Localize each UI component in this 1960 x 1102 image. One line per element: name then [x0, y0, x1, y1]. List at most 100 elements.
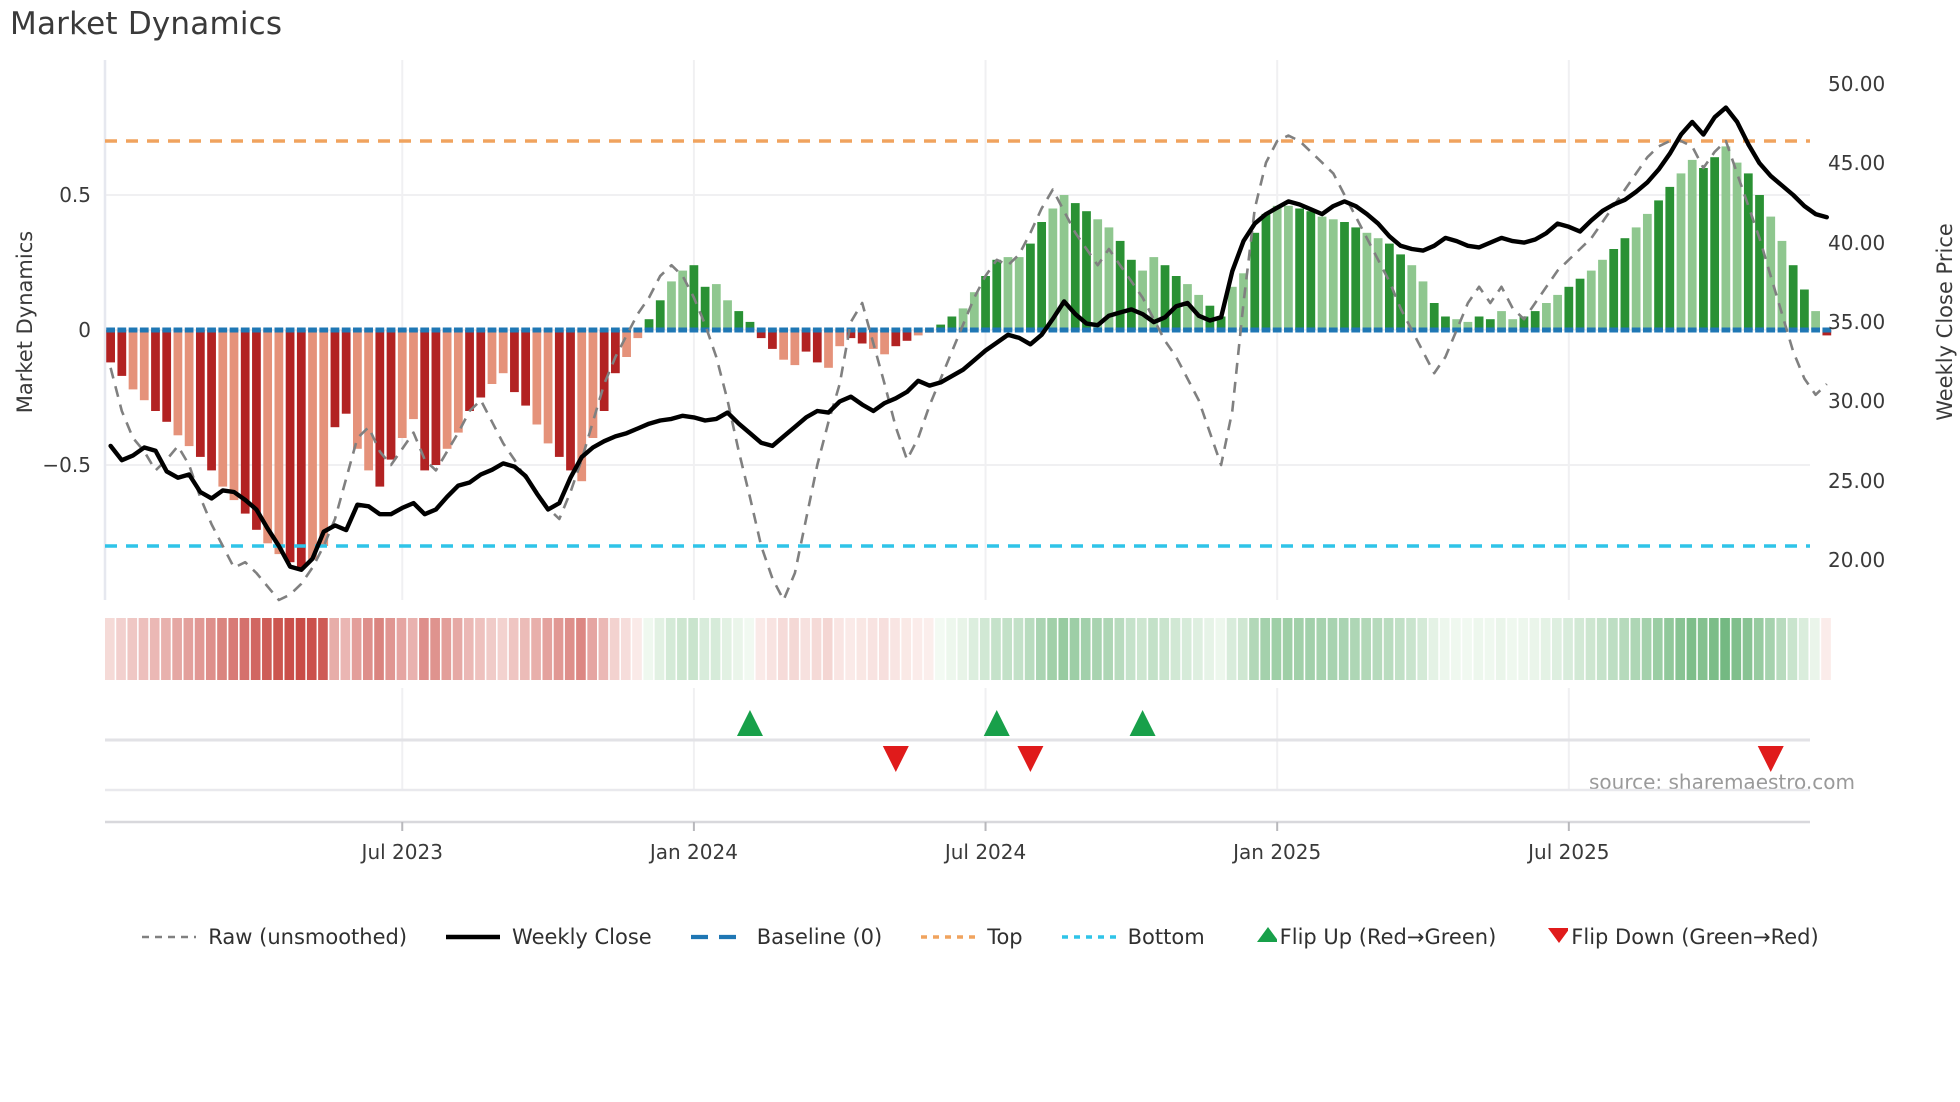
heatmap-cell [1462, 618, 1472, 680]
legend-item[interactable]: Weekly Close [445, 925, 652, 949]
chart-bar [173, 330, 183, 436]
heatmap-cell [161, 618, 171, 680]
x-axis-tick-label: Jan 2024 [649, 840, 738, 864]
chart-bar [723, 300, 732, 330]
heatmap-cell [542, 618, 553, 680]
heatmap-cell [419, 618, 429, 680]
legend-item[interactable]: Bottom [1061, 925, 1205, 949]
heatmap-cell [1518, 618, 1529, 680]
heatmap-cell [194, 618, 205, 680]
chart-bar [1676, 173, 1686, 330]
chart-bar [1317, 216, 1327, 330]
flip-down-marker[interactable] [1017, 746, 1044, 772]
heatmap-cell [1193, 618, 1203, 680]
heatmap-cell [912, 618, 923, 680]
flip-up-marker[interactable] [983, 710, 1010, 736]
heatmap-cell [116, 618, 126, 680]
heatmap-cell [1024, 618, 1035, 680]
chart-bar [195, 330, 205, 457]
chart-bar [1239, 273, 1248, 330]
legend-item[interactable]: Baseline (0) [690, 925, 882, 949]
heatmap-cell [1136, 618, 1147, 680]
chart-bar [442, 330, 452, 449]
legend-item[interactable]: Top [920, 925, 1023, 949]
heatmap-cell [1686, 618, 1697, 680]
chart-bar [476, 330, 486, 398]
chart-bar [1418, 281, 1428, 330]
heatmap-cell [531, 618, 541, 680]
y-axis-right-tick-label: 30.00 [1828, 389, 1886, 414]
chart-bar [1183, 284, 1192, 330]
heatmap-cell [1731, 618, 1742, 680]
heatmap-cell [946, 618, 956, 680]
chart-bar [644, 319, 654, 330]
heatmap-cell [1563, 618, 1573, 680]
heatmap-cell [1484, 618, 1495, 680]
chart-bar [1665, 186, 1675, 330]
legend-item[interactable]: Raw (unsmoothed) [141, 925, 407, 949]
heatmap-cell [1103, 618, 1113, 680]
chart-bar [1497, 311, 1506, 330]
heatmap-cell [1619, 618, 1629, 680]
legend-icon-dashed-thick [690, 928, 746, 946]
flip-up-marker[interactable] [736, 710, 763, 736]
heatmap-cell [1574, 618, 1585, 680]
chart-bar [1699, 168, 1708, 330]
chart-bar [1777, 240, 1787, 330]
legend-item-label: Flip Up (Red→Green) [1279, 925, 1497, 949]
heatmap-cell [1675, 618, 1686, 680]
chart-bar [1822, 330, 1832, 336]
chart-bar [667, 281, 676, 330]
heatmap-cell [800, 618, 811, 680]
bar-series [106, 146, 1832, 568]
chart-bar [106, 330, 115, 363]
heatmap-cell [721, 618, 732, 680]
heatmap-cell [385, 618, 396, 680]
heatmap-cell [778, 618, 788, 680]
chart-bar [1048, 208, 1058, 330]
legend-swatch-triangle-up [1256, 927, 1279, 942]
chart-bar [1609, 249, 1619, 330]
chart-bar [1800, 289, 1809, 330]
chart-bar [678, 270, 688, 330]
chart-bar [375, 330, 385, 487]
chart-bar [846, 330, 856, 339]
legend-item[interactable]: Flip Down (Green→Red) [1534, 925, 1819, 949]
heatmap-cell [1058, 618, 1069, 680]
heatmap-cell [172, 618, 182, 680]
chart-bar [835, 330, 845, 347]
heatmap-cell [867, 618, 878, 680]
heatmap-cell [228, 618, 239, 680]
heatmap-cell [1753, 618, 1764, 680]
flip-up-marker[interactable] [1129, 710, 1156, 736]
chart-bar [386, 330, 396, 460]
heatmap-cell [250, 618, 261, 680]
heatmap-cell [295, 618, 306, 680]
chart-bar [453, 330, 463, 433]
chart-bar [790, 330, 800, 366]
chart-bar [1553, 294, 1562, 330]
heatmap-cell [699, 618, 710, 680]
heatmap-cell [979, 618, 990, 680]
legend-item[interactable]: Flip Up (Red→Green) [1243, 925, 1497, 949]
heatmap-cell [1249, 618, 1259, 680]
chart-bar [1115, 240, 1125, 330]
chart-bar [1070, 203, 1080, 330]
flip-down-marker[interactable] [1757, 746, 1784, 772]
legend-swatch-dotted-line [1061, 935, 1116, 939]
chart-bar [1542, 303, 1551, 330]
flip-down-marker[interactable] [882, 746, 909, 772]
weekly-close-line [108, 105, 1829, 572]
chart-bar [633, 330, 643, 339]
heatmap-cell [1451, 618, 1461, 680]
chart-bar [566, 330, 575, 471]
chart-bar [1429, 303, 1439, 330]
heatmap-cell [183, 618, 194, 680]
chart-bar [700, 286, 710, 330]
chart-bar [364, 330, 373, 471]
heatmap-cell [475, 618, 485, 680]
chart-bar [1474, 316, 1484, 330]
heatmap-cell [845, 618, 855, 680]
chart-bar [151, 330, 160, 411]
heatmap-cell [1013, 618, 1024, 680]
